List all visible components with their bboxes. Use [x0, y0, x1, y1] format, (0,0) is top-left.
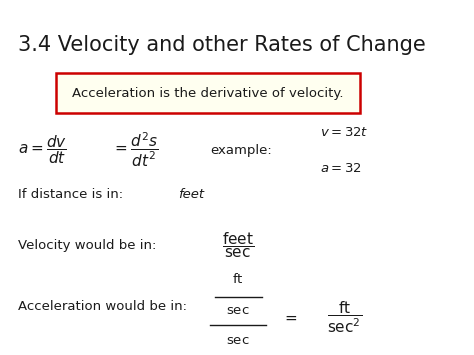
Text: feet: feet [178, 189, 204, 202]
Text: $a = \dfrac{dv}{dt}$: $a = \dfrac{dv}{dt}$ [18, 133, 67, 166]
FancyBboxPatch shape [56, 73, 360, 113]
Text: $\dfrac{\mathrm{ft}}{\mathrm{sec}^{2}}$: $\dfrac{\mathrm{ft}}{\mathrm{sec}^{2}}$ [328, 299, 363, 335]
Text: $\dfrac{\mathrm{feet}}{\mathrm{sec}}$: $\dfrac{\mathrm{feet}}{\mathrm{sec}}$ [222, 230, 254, 260]
Text: Acceleration is the derivative of velocity.: Acceleration is the derivative of veloci… [72, 87, 344, 99]
Text: $\mathrm{sec}$: $\mathrm{sec}$ [226, 305, 250, 317]
Text: example:: example: [210, 143, 272, 157]
Text: Acceleration would be in:: Acceleration would be in: [18, 300, 187, 313]
Text: $v = 32t$: $v = 32t$ [320, 126, 369, 138]
Text: $\mathrm{sec}$: $\mathrm{sec}$ [226, 334, 250, 348]
Text: If distance is in:: If distance is in: [18, 189, 123, 202]
Text: Velocity would be in:: Velocity would be in: [18, 239, 156, 251]
Text: $a = 32$: $a = 32$ [320, 162, 362, 175]
Text: 3.4 Velocity and other Rates of Change: 3.4 Velocity and other Rates of Change [18, 35, 426, 55]
Text: $\mathrm{ft}$: $\mathrm{ft}$ [232, 272, 244, 286]
Text: $= \dfrac{d^{2}s}{dt^{2}}$: $= \dfrac{d^{2}s}{dt^{2}}$ [112, 131, 159, 169]
Text: $=$: $=$ [282, 310, 298, 324]
